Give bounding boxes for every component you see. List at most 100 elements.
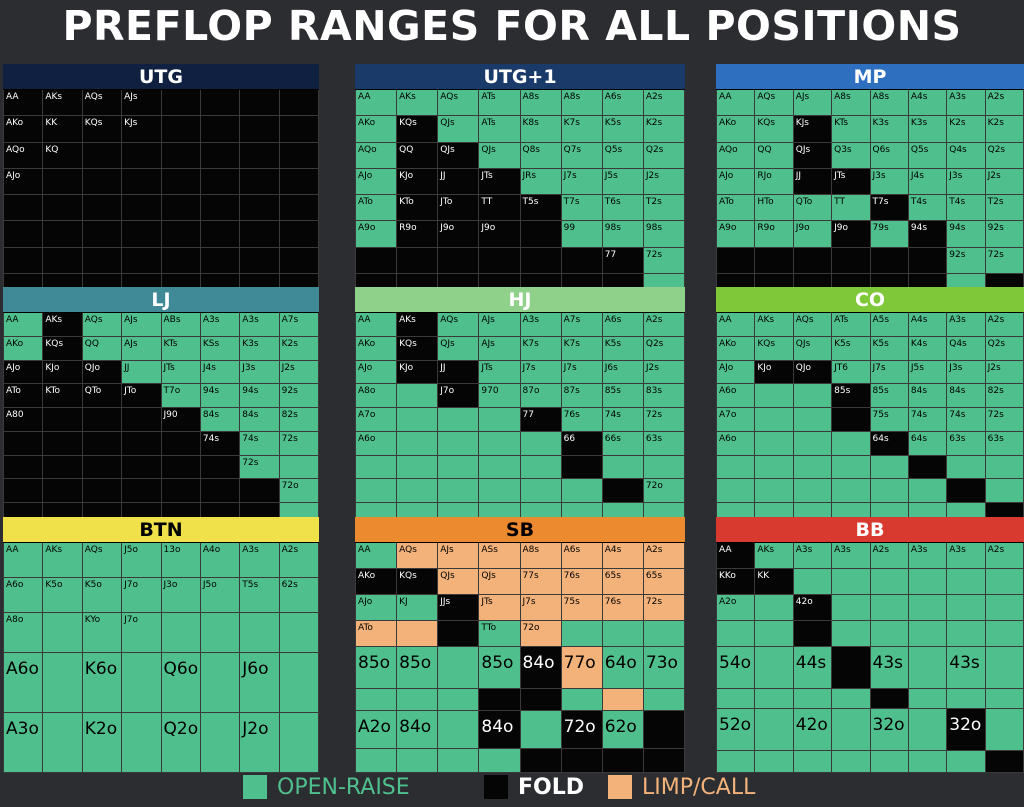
empty-cell: [793, 408, 833, 432]
empty-cell: [438, 689, 480, 711]
empty-cell: [479, 431, 521, 456]
hand-cell: AQs: [82, 543, 123, 578]
hand-cell: 65s: [602, 569, 644, 595]
empty-cell: [947, 595, 986, 621]
hand-cell: K2o: [82, 713, 123, 773]
empty-cell: [755, 408, 794, 432]
hand-cell: A8o: [4, 613, 44, 653]
hand-cell: J4s: [200, 360, 241, 385]
panel-co: CO AA AKs AQs ATs A5s A4s A3s A2s AKo KQs QJs K5s K5s…: [716, 287, 1024, 527]
hand-cell: AJs: [122, 90, 162, 117]
empty-cell: [908, 689, 948, 709]
hand-cell: AA: [356, 543, 398, 569]
hand-cell: J2s: [643, 360, 685, 385]
hand-cell: KQs: [397, 569, 439, 595]
empty-cell: [82, 479, 123, 504]
hand-cell: J2s: [643, 168, 685, 195]
empty-cell: [200, 116, 241, 143]
empty-cell: [279, 613, 319, 653]
empty-cell: [947, 569, 986, 595]
hand-cell: KJ: [397, 595, 439, 621]
range-grid: AA AKs AQs ATs A8s A8s A6s A2s AKo KQs QJs ATs K8s K7…: [355, 90, 685, 300]
empty-cell: [870, 621, 909, 647]
hand-cell: A3s: [520, 313, 562, 337]
empty-cell: [479, 689, 521, 711]
hand-cell: A6o: [356, 431, 398, 456]
hand-cell: 77o: [561, 647, 603, 689]
empty-cell: [947, 479, 986, 504]
hand-cell: AKo: [717, 116, 756, 143]
empty-cell: [755, 751, 794, 773]
range-grid: AA AKs AQs J5o 13o A4o A3s A2s A6o K5o K5o J7o J3o J5…: [3, 543, 319, 773]
empty-cell: [200, 195, 241, 222]
hand-cell: T2s: [643, 195, 685, 222]
hand-cell: 72s: [643, 247, 685, 274]
hand-cell: 77: [602, 247, 644, 274]
empty-cell: [908, 595, 948, 621]
empty-cell: [793, 569, 833, 595]
hand-cell: 85o: [479, 647, 521, 689]
hand-cell: KTs: [832, 116, 871, 143]
hand-cell: A3s: [793, 543, 833, 569]
hand-cell: 84s: [947, 384, 986, 409]
hand-cell: A7o: [717, 408, 756, 432]
hand-cell: J3s: [947, 168, 986, 195]
hand-cell: 64s: [870, 431, 909, 456]
hand-cell: JT6: [832, 360, 871, 385]
hand-cell: 72s: [279, 431, 319, 456]
hand-cell: AA: [4, 90, 44, 117]
hand-cell: 85o: [397, 647, 439, 689]
empty-cell: [279, 116, 319, 143]
empty-cell: [122, 247, 162, 274]
hand-cell: 74s: [908, 408, 948, 432]
hand-cell: Q5s: [602, 142, 644, 169]
empty-cell: [755, 247, 794, 274]
empty-cell: [602, 621, 644, 647]
empty-cell: [4, 431, 44, 456]
hand-cell: J7s: [520, 360, 562, 385]
empty-cell: [356, 479, 398, 504]
empty-cell: [82, 195, 123, 222]
empty-cell: [985, 455, 1024, 480]
hand-cell: Q8s: [520, 142, 562, 169]
empty-cell: [947, 621, 986, 647]
hand-cell: A3s: [908, 543, 948, 569]
hand-cell: 63s: [643, 431, 685, 456]
empty-cell: [43, 247, 83, 274]
empty-cell: [200, 221, 241, 248]
hand-cell: A8s: [561, 90, 603, 117]
hand-cell: Q3s: [832, 142, 871, 169]
empty-cell: [43, 195, 83, 222]
hand-cell: 42o: [793, 709, 833, 751]
hand-cell: AKo: [356, 569, 398, 595]
hand-cell: 85s: [832, 384, 871, 409]
hand-cell: 75s: [561, 595, 603, 621]
open-raise-swatch: [243, 775, 267, 799]
hand-cell: AJo: [356, 360, 398, 385]
hand-cell: KQs: [397, 336, 439, 361]
hand-cell: J7o: [438, 384, 480, 409]
hand-cell: 84o: [520, 647, 562, 689]
hand-cell: 75s: [870, 408, 909, 432]
empty-cell: [832, 247, 871, 274]
hand-cell: ASs: [479, 543, 521, 569]
hand-cell: AQs: [755, 90, 794, 117]
hand-cell: 32o: [947, 709, 986, 751]
empty-cell: [985, 709, 1024, 751]
empty-cell: [397, 247, 439, 274]
hand-cell: 83s: [643, 384, 685, 409]
hand-cell: 74s: [200, 431, 241, 456]
empty-cell: [832, 647, 871, 689]
hand-cell: 63s: [985, 431, 1024, 456]
empty-cell: [832, 569, 871, 595]
empty-cell: [908, 455, 948, 480]
empty-cell: [793, 479, 833, 504]
empty-cell: [122, 195, 162, 222]
empty-cell: [4, 195, 44, 222]
panel-header: UTG+1: [355, 64, 685, 90]
hand-cell: A2s: [643, 313, 685, 337]
hand-cell: A3s: [947, 90, 986, 117]
panel-header: CO: [716, 287, 1024, 313]
hand-cell: AJo: [4, 360, 44, 385]
hand-cell: A2s: [985, 90, 1024, 117]
